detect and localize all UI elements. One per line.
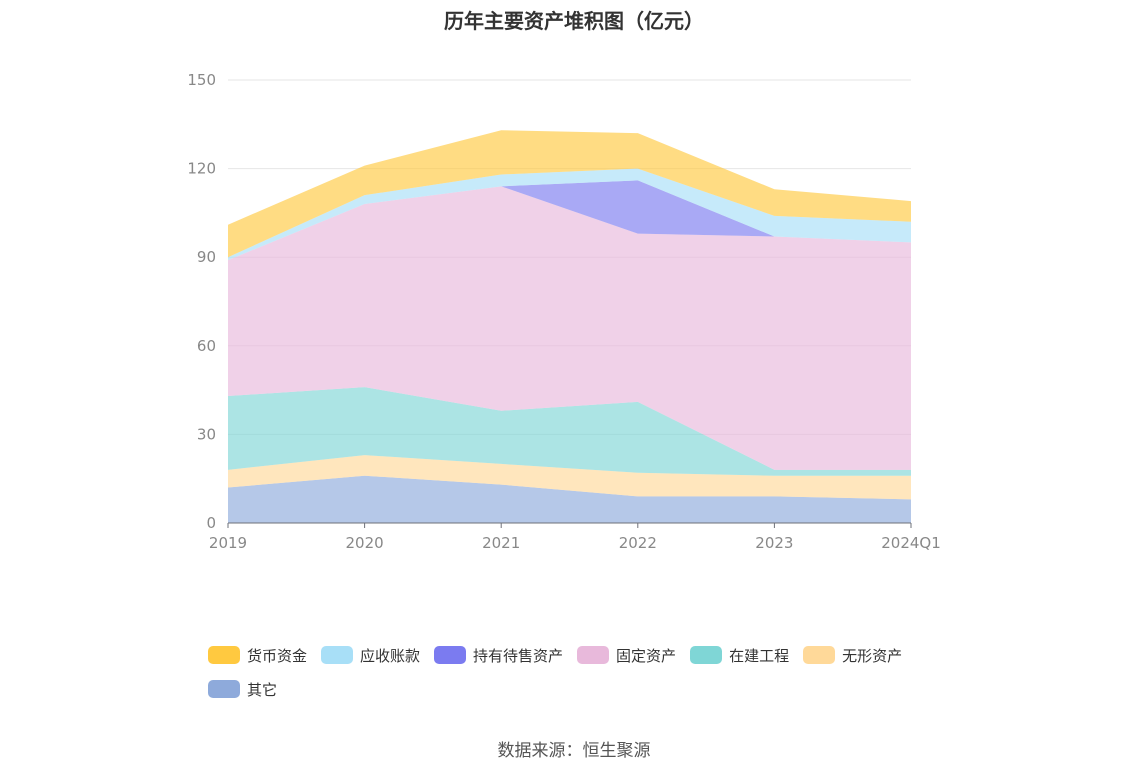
- area-series: [228, 130, 911, 523]
- legend-swatch: [321, 646, 354, 664]
- y-tick-label: 60: [197, 337, 216, 355]
- area-无形资产: [228, 455, 911, 500]
- area-货币资金: [228, 130, 911, 258]
- area-应收账款: [228, 168, 911, 261]
- x-tick-label: 2019: [209, 534, 247, 552]
- area-其它: [228, 475, 911, 523]
- legend-item[interactable]: 在建工程: [690, 638, 789, 672]
- legend-swatch: [434, 646, 467, 664]
- legend-item[interactable]: 货币资金: [208, 638, 307, 672]
- legend: 货币资金 应收账款 持有待售资产 固定资产 在建工程 无形资产其它: [208, 638, 968, 706]
- legend-item[interactable]: 应收账款: [321, 638, 420, 672]
- chart-title: 历年主要资产堆积图（亿元）: [444, 9, 704, 33]
- legend-label: 无形资产: [842, 646, 903, 665]
- legend-label: 应收账款: [360, 646, 421, 665]
- legend-item[interactable]: 无形资产: [803, 638, 902, 672]
- y-tick-label: 120: [187, 160, 216, 178]
- legend-item[interactable]: 持有待售资产: [434, 638, 563, 672]
- legend-label: 在建工程: [729, 646, 790, 665]
- y-tick-label: 30: [197, 425, 216, 443]
- y-tick-label: 0: [206, 514, 216, 532]
- legend-item[interactable]: 其它: [208, 672, 277, 706]
- legend-swatch: [208, 646, 240, 664]
- legend-swatch: [690, 646, 723, 664]
- legend-swatch: [803, 646, 836, 664]
- source-note: 数据来源：恒生聚源: [497, 741, 651, 761]
- legend-label: 货币资金: [247, 646, 308, 665]
- x-tick-label: 2024Q1: [881, 534, 941, 552]
- legend-item[interactable]: 固定资产: [577, 638, 676, 672]
- axes: 0 30 60 90 120 150 2019 2020 2021 2022 2023 2024Q1: [187, 71, 940, 552]
- area-固定资产: [228, 186, 911, 470]
- legend-swatch: [577, 646, 610, 664]
- x-tick-label: 2022: [619, 534, 657, 552]
- legend-label: 持有待售资产: [473, 646, 564, 665]
- y-tick-label: 90: [197, 248, 216, 266]
- x-tick-label: 2020: [346, 534, 384, 552]
- legend-label: 其它: [247, 680, 278, 699]
- x-tick-label: 2021: [482, 534, 520, 552]
- area-持有待售资产: [228, 180, 911, 261]
- x-tick-label: 2023: [755, 534, 793, 552]
- y-tick-label: 150: [187, 71, 216, 89]
- area-在建工程: [228, 387, 911, 476]
- legend-swatch: [208, 680, 240, 698]
- stacked-area-chart: 0 30 60 90 120 150 2019 2020 2021 2022 2023 2024Q1: [187, 71, 940, 552]
- legend-label: 固定资产: [616, 646, 677, 665]
